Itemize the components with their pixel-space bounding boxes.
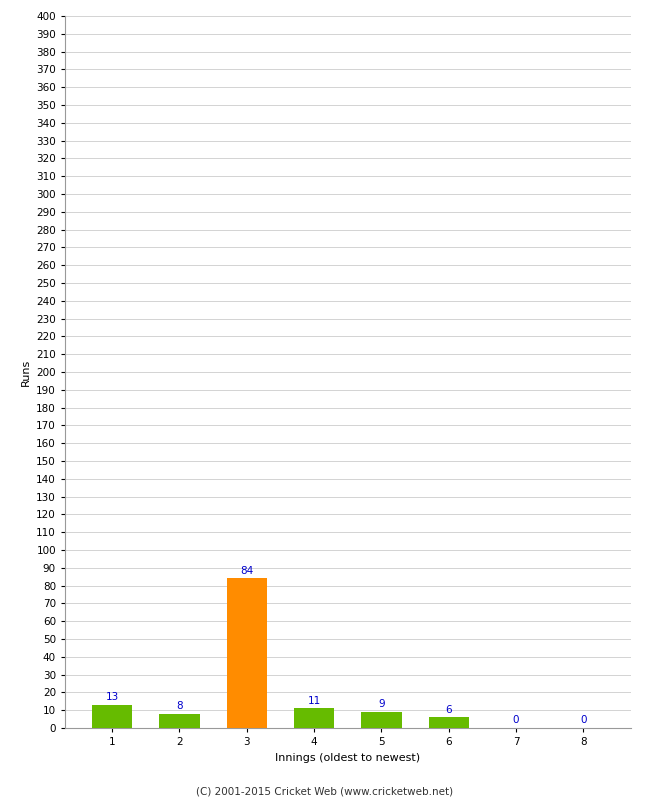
Bar <box>361 712 402 728</box>
Text: 11: 11 <box>307 696 320 706</box>
Text: 84: 84 <box>240 566 254 576</box>
Bar <box>428 718 469 728</box>
Text: 9: 9 <box>378 699 385 710</box>
Text: 0: 0 <box>513 715 519 726</box>
Y-axis label: Runs: Runs <box>21 358 31 386</box>
Bar <box>159 714 200 728</box>
Bar <box>92 705 133 728</box>
Text: 13: 13 <box>105 692 119 702</box>
Text: 6: 6 <box>445 705 452 714</box>
Text: (C) 2001-2015 Cricket Web (www.cricketweb.net): (C) 2001-2015 Cricket Web (www.cricketwe… <box>196 786 454 796</box>
Bar <box>227 578 267 728</box>
Text: 0: 0 <box>580 715 586 726</box>
Text: 8: 8 <box>176 701 183 711</box>
X-axis label: Innings (oldest to newest): Innings (oldest to newest) <box>275 753 421 762</box>
Bar <box>294 709 334 728</box>
